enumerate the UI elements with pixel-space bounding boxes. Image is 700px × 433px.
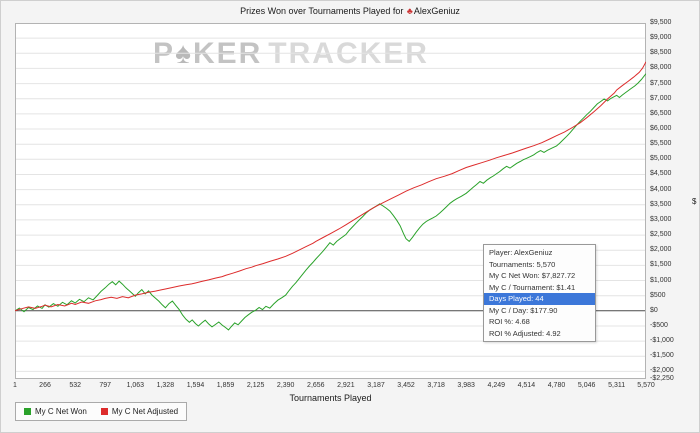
stat-roi-adjusted: ROI % Adjusted: 4.92	[489, 328, 561, 338]
y-tick-label: $2,000	[650, 246, 672, 254]
legend-label: My C Net Won	[35, 407, 87, 416]
y-tick-label: $5,500	[650, 140, 672, 148]
net-adjusted-swatch	[100, 408, 108, 415]
y-tick-label: $3,000	[650, 215, 672, 223]
chart-title-text: Prizes Won over Tournaments Played for	[240, 6, 406, 16]
y-tick-label: $9,500	[650, 19, 672, 26]
x-tick-label: 2,390	[276, 382, 295, 389]
stat-roi: ROI %: 4.68	[489, 317, 530, 326]
y-tick-label: $9,000	[650, 34, 672, 42]
x-tick-label: 4,780	[547, 382, 566, 389]
x-tick-label: 5,046	[577, 382, 596, 389]
stats-panel: Player: AlexGeniuz Tournaments: 5,570 My…	[483, 244, 596, 342]
x-tick-label: 1,328	[156, 382, 175, 389]
legend-item-net-won: My C Net Won	[24, 407, 87, 416]
x-tick-label: 266	[39, 382, 51, 389]
stat-per-day: My C / Day: $177.90	[489, 305, 558, 315]
x-tick-label: 1,859	[216, 382, 235, 389]
stat-days-played: Days Played: 44	[484, 293, 595, 305]
y-tick-label: $4,000	[650, 185, 672, 193]
net-won-swatch	[24, 408, 31, 415]
x-tick-label: 2,125	[246, 382, 265, 389]
x-tick-label: 2,656	[307, 382, 325, 389]
chart-canvas	[15, 23, 646, 379]
y-tick-label: $500	[650, 291, 666, 299]
y-tick-label: $4,500	[650, 170, 672, 178]
stat-tournaments: Tournaments: 5,570	[489, 259, 556, 269]
x-tick-label: 3,187	[367, 382, 385, 389]
y-tick-label: -$1,500	[650, 352, 674, 360]
y-tick-label: $8,500	[650, 49, 672, 57]
x-tick-label: 4,514	[517, 382, 536, 389]
x-tick-label: 2,921	[337, 382, 355, 389]
y-tick-label: $1,500	[650, 261, 672, 269]
x-tick-label: 797	[99, 382, 112, 389]
plot-area: P♠KER TRACKER	[15, 23, 646, 379]
x-tick-label: 3,983	[457, 382, 475, 389]
plot-border	[15, 23, 646, 379]
y-tick-label: $3,500	[650, 200, 672, 208]
y-tick-label: -$2,000	[650, 367, 674, 375]
stat-per-tournament: My C / Tournament: $1.41	[489, 282, 576, 292]
x-tick-label: 5,311	[608, 382, 626, 389]
x-tick-label: 1,594	[186, 382, 205, 389]
y-axis-title: $	[692, 197, 697, 206]
y-tick-label: $1,000	[650, 276, 672, 284]
y-tick-label: $7,000	[650, 94, 672, 102]
legend-item-net-adjusted: My C Net Adjusted	[100, 407, 179, 416]
y-tick-label: $6,500	[650, 109, 672, 117]
y-tick-label: -$1,000	[650, 337, 674, 345]
y-tick-label: -$500	[650, 321, 668, 329]
net-adjusted-line	[15, 61, 646, 312]
legend-label: My C Net Adjusted	[111, 407, 179, 416]
stat-player: Player: AlexGeniuz	[489, 248, 553, 257]
player-name: AlexGeniuz	[413, 6, 460, 16]
legend: My C Net Won My C Net Adjusted	[15, 402, 188, 421]
stat-net-won: My C Net Won: $7,827.72	[489, 271, 576, 280]
net-won-line	[15, 73, 646, 331]
y-tick-label: $7,500	[650, 79, 672, 87]
chart-title: Prizes Won over Tournaments Played for ♣…	[1, 6, 699, 16]
y-tick-label: $2,500	[650, 231, 672, 239]
x-tick-label: 4,249	[487, 382, 506, 389]
x-tick-label: 532	[69, 382, 81, 389]
y-tick-label: $5,000	[650, 155, 672, 163]
y-tick-label: $6,000	[650, 125, 672, 133]
y-tick-label: $0	[650, 306, 658, 314]
y-tick-label: $8,000	[650, 64, 672, 72]
y-tick-label: -$2,250	[650, 375, 674, 382]
x-tick-label: 3,452	[397, 382, 415, 389]
pokertracker-icon: ♣	[406, 6, 413, 16]
x-tick-label: 3,718	[427, 382, 445, 389]
x-tick-label: 1	[13, 382, 17, 389]
x-tick-label: 1,063	[126, 382, 145, 389]
x-tick-label: 5,570	[637, 382, 655, 389]
x-axis-title: Tournaments Played	[289, 393, 372, 403]
